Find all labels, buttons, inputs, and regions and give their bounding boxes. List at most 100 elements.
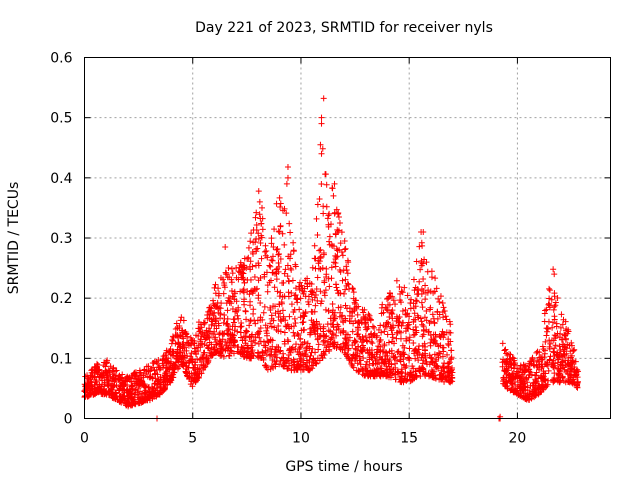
data-point <box>263 330 270 337</box>
data-point <box>281 241 288 248</box>
data-point <box>274 265 281 272</box>
data-point <box>378 304 385 311</box>
data-point <box>246 353 253 360</box>
data-point <box>430 289 437 296</box>
data-point <box>257 215 264 222</box>
y-tick-label: 0.6 <box>50 51 72 67</box>
data-point <box>192 379 199 386</box>
data-point <box>250 227 257 234</box>
data-point <box>323 203 330 210</box>
data-point <box>333 326 340 333</box>
data-point <box>309 289 316 296</box>
data-point <box>364 338 371 345</box>
data-point <box>329 185 336 191</box>
data-point <box>543 325 550 332</box>
data-point <box>332 281 339 288</box>
data-point <box>428 268 435 275</box>
data-point <box>339 252 346 259</box>
data-point <box>207 304 214 311</box>
data-point <box>365 349 372 356</box>
data-point <box>200 319 207 326</box>
data-point <box>326 233 333 240</box>
data-point <box>318 181 325 188</box>
data-point <box>263 269 270 276</box>
data-point <box>336 219 343 226</box>
data-point <box>219 276 226 283</box>
data-point <box>279 293 286 300</box>
data-point <box>300 327 307 334</box>
data-point <box>233 298 240 305</box>
data-point <box>237 324 244 331</box>
data-point <box>314 201 321 208</box>
data-point <box>402 307 409 314</box>
data-point <box>309 264 316 271</box>
data-point <box>373 356 380 363</box>
data-point <box>350 289 357 296</box>
data-point <box>291 315 298 322</box>
data-point <box>254 245 261 252</box>
data-point <box>217 305 224 312</box>
data-point <box>550 266 557 273</box>
data-point <box>399 289 406 296</box>
data-point <box>388 308 395 315</box>
data-point <box>384 371 391 378</box>
data-point <box>268 235 275 242</box>
data-point <box>441 331 448 338</box>
data-point <box>235 304 242 311</box>
data-point <box>395 348 402 355</box>
data-point <box>247 318 254 325</box>
data-point <box>317 246 324 253</box>
data-point <box>500 378 507 385</box>
data-point <box>221 279 228 286</box>
data-point <box>241 296 248 303</box>
data-point <box>252 339 259 346</box>
data-point <box>313 318 320 325</box>
data-point <box>193 351 200 358</box>
data-point <box>428 355 435 362</box>
data-point <box>223 271 230 278</box>
data-point <box>263 247 270 254</box>
data-point <box>551 313 558 320</box>
data-point <box>215 285 222 292</box>
data-point <box>299 312 306 319</box>
data-point <box>85 392 92 399</box>
data-point <box>386 313 393 320</box>
data-point <box>250 306 257 313</box>
data-point <box>416 350 423 357</box>
data-point <box>330 331 337 338</box>
data-point <box>410 326 417 333</box>
data-point <box>84 389 91 396</box>
data-point <box>344 257 351 264</box>
data-point <box>355 318 362 325</box>
data-point <box>186 358 193 365</box>
data-point <box>267 336 274 343</box>
data-point <box>333 332 340 339</box>
data-point <box>391 371 398 378</box>
data-point <box>277 222 284 229</box>
data-point <box>291 292 298 299</box>
data-point <box>264 288 271 295</box>
data-point <box>274 354 281 361</box>
data-point <box>222 347 229 354</box>
data-point <box>356 368 363 375</box>
data-point <box>381 360 388 367</box>
data-point <box>174 353 181 360</box>
data-point <box>328 335 335 342</box>
data-point <box>276 194 283 201</box>
data-point <box>416 243 423 250</box>
data-point <box>230 334 237 341</box>
data-point <box>169 337 176 344</box>
data-point <box>408 377 415 384</box>
data-point <box>275 323 282 330</box>
data-point <box>387 290 394 297</box>
data-point <box>287 349 294 356</box>
data-point <box>315 265 322 272</box>
data-point <box>349 285 356 292</box>
data-point <box>309 321 316 328</box>
data-point <box>226 299 233 306</box>
data-point <box>145 384 152 391</box>
data-point <box>119 379 126 386</box>
data-point <box>173 320 180 327</box>
data-point <box>287 229 294 236</box>
data-point <box>419 321 426 328</box>
